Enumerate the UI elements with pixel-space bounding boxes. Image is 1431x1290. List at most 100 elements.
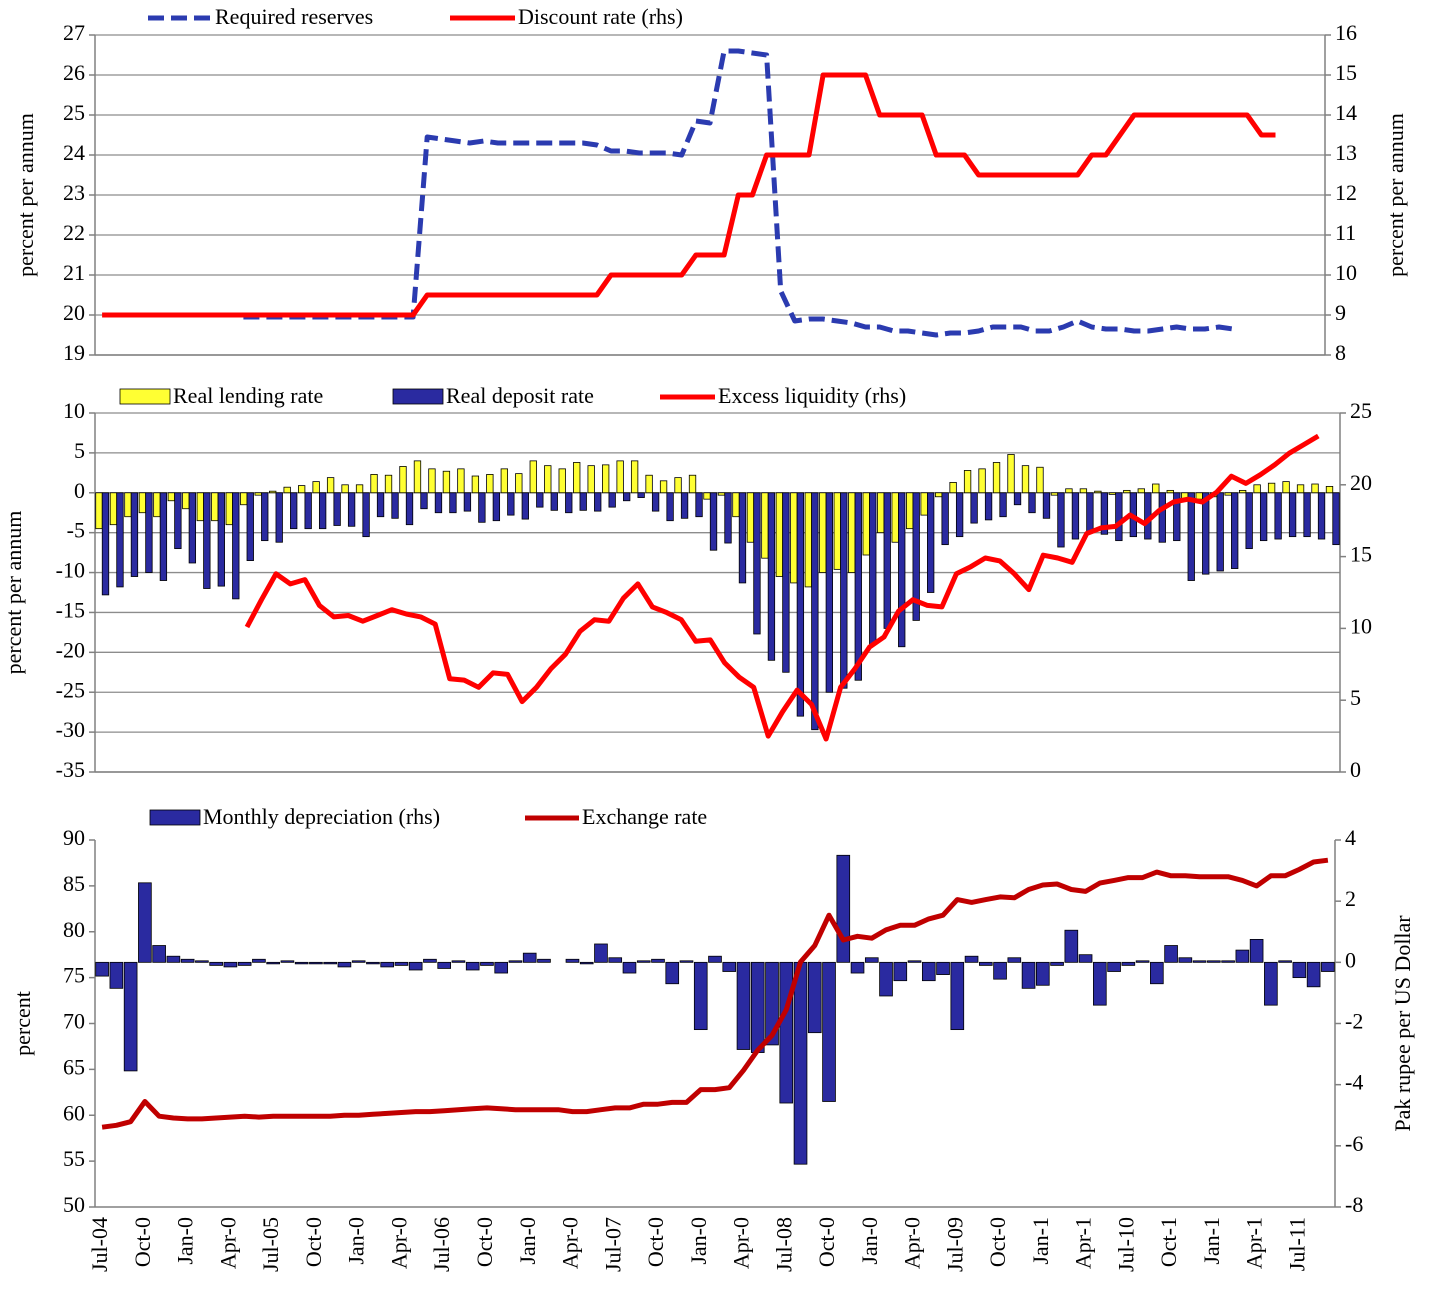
x-tick-label: Oct-0 [985, 1217, 1010, 1267]
bar [651, 492, 660, 512]
bar [451, 960, 466, 963]
bar [1079, 488, 1088, 494]
bar [703, 492, 711, 500]
bar [848, 492, 856, 573]
bar [318, 492, 327, 530]
y2-tick-label: -6 [1345, 1131, 1363, 1156]
bar [732, 492, 740, 518]
bar [765, 961, 779, 1046]
bar [304, 492, 312, 530]
bar [341, 484, 349, 494]
bar [240, 492, 248, 506]
bar [992, 462, 1001, 494]
bar [1202, 492, 1210, 575]
bar [579, 492, 587, 511]
y2-tick-label: 10 [1350, 613, 1372, 638]
legend-label: Required reserves [215, 4, 373, 29]
bar [1028, 492, 1036, 514]
bar [1238, 489, 1247, 494]
bar [1332, 492, 1340, 546]
x-tick-label: Jul-09 [942, 1217, 967, 1272]
y-tick-label: 27 [63, 20, 85, 45]
y-tick-label: 90 [63, 825, 85, 850]
y2-tick-label: 25 [1350, 398, 1372, 423]
bar [423, 958, 437, 963]
bar [1150, 961, 1164, 985]
bar [1296, 484, 1305, 494]
bar [366, 961, 380, 965]
bar [182, 492, 190, 510]
bar [941, 492, 949, 546]
bar [457, 468, 465, 494]
bar [775, 492, 784, 577]
x-tick-label: Apr-1 [1071, 1217, 1096, 1269]
bar [645, 474, 653, 494]
bar [209, 961, 223, 966]
bar [630, 460, 639, 494]
bar [437, 961, 452, 969]
bar [380, 961, 394, 968]
bar [529, 460, 537, 494]
bar [659, 480, 668, 494]
y-tick-label: 24 [63, 140, 85, 165]
bar [521, 492, 529, 520]
bar [862, 492, 870, 556]
bar [1282, 481, 1290, 494]
bar [1317, 492, 1326, 540]
bar [709, 492, 718, 551]
bar [1288, 492, 1297, 538]
x-tick-label: Jan-0 [344, 1217, 369, 1265]
y2-tick-label: -4 [1345, 1070, 1363, 1095]
bar [1216, 492, 1224, 572]
y2-tick-label: 16 [1335, 20, 1357, 45]
bar [355, 484, 364, 494]
bar [246, 492, 254, 561]
x-tick-label: Apr-0 [729, 1217, 754, 1269]
bar [1311, 483, 1319, 494]
bar [1071, 492, 1080, 540]
bar [394, 961, 409, 966]
bar [145, 492, 153, 573]
bar [95, 492, 103, 530]
bar [767, 492, 776, 661]
bar [376, 492, 385, 518]
legend-label: Real lending rate [173, 383, 323, 408]
bar [294, 961, 309, 965]
bar [1187, 492, 1195, 581]
bar [174, 492, 182, 550]
bar [565, 958, 580, 963]
bar [1100, 492, 1109, 535]
line-series [244, 433, 1320, 742]
bar [936, 961, 950, 975]
bar [864, 957, 879, 963]
bar [623, 492, 631, 502]
bar [1050, 492, 1059, 496]
bar [920, 492, 928, 516]
y-tick-label: -5 [67, 518, 85, 543]
bar [1137, 488, 1145, 494]
y-tick-label: 21 [63, 260, 85, 285]
bar [927, 492, 935, 593]
y-tick-label: -20 [56, 637, 85, 662]
x-tick-label: Jan-0 [515, 1217, 540, 1265]
bar [486, 474, 494, 494]
bar [674, 477, 682, 494]
bar [879, 961, 893, 997]
bar [679, 960, 694, 963]
legend-swatch [119, 388, 171, 405]
y-tick-label: -35 [56, 757, 85, 782]
legend-label: Monthly depreciation (rhs) [203, 804, 440, 829]
bar [480, 961, 494, 966]
bar [1007, 957, 1022, 963]
x-tick-label: Oct-0 [814, 1217, 839, 1267]
y-tick-label: 26 [63, 60, 85, 85]
legend-label: Excess liquidity (rhs) [718, 383, 906, 408]
y-tick-label: 22 [63, 220, 85, 245]
bar [558, 468, 566, 494]
bar [912, 492, 920, 621]
y2-tick-label: 8 [1335, 340, 1346, 365]
y2-tick-label: 15 [1350, 542, 1372, 567]
bar [138, 882, 152, 963]
legend-swatch [149, 809, 201, 826]
bar [1007, 454, 1015, 494]
